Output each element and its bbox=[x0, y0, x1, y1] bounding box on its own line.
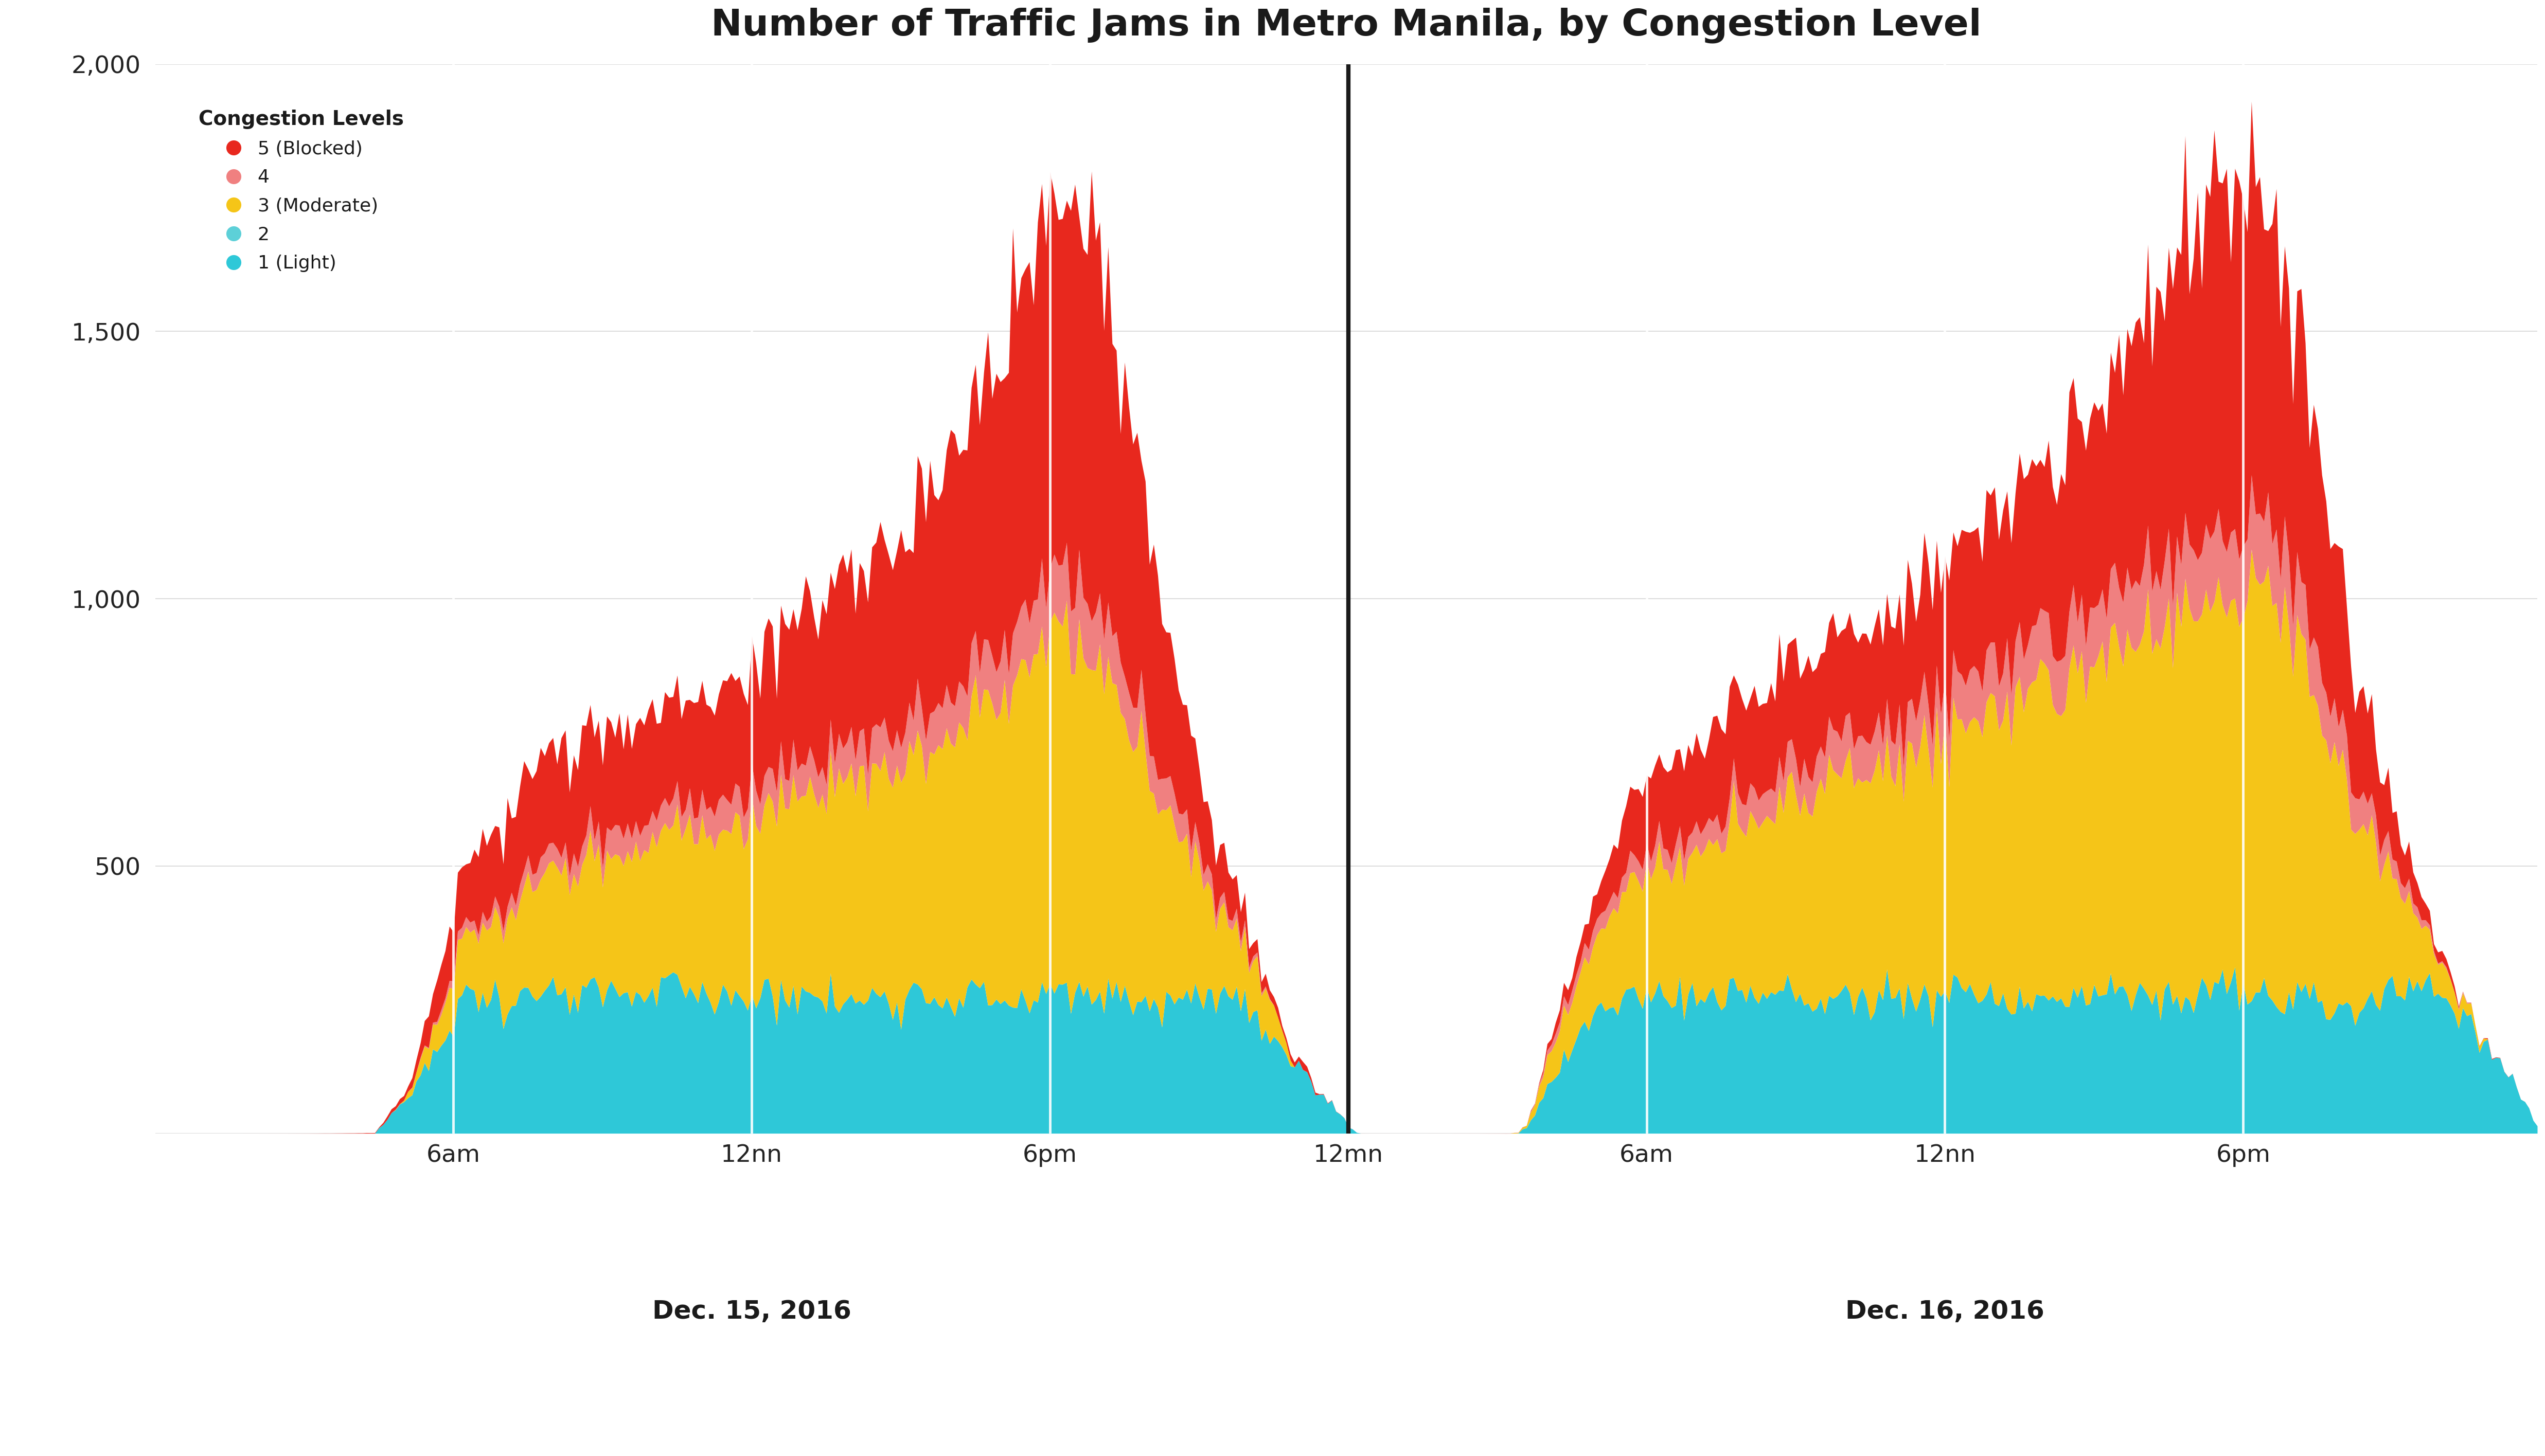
Legend: 5 (Blocked), 4, 3 (Moderate), 2, 1 (Light): 5 (Blocked), 4, 3 (Moderate), 2, 1 (Ligh… bbox=[183, 95, 417, 287]
Text: Dec. 15, 2016: Dec. 15, 2016 bbox=[652, 1299, 850, 1324]
Text: Dec. 16, 2016: Dec. 16, 2016 bbox=[1845, 1299, 2044, 1324]
Title: Number of Traffic Jams in Metro Manila, by Congestion Level: Number of Traffic Jams in Metro Manila, … bbox=[710, 7, 1983, 44]
